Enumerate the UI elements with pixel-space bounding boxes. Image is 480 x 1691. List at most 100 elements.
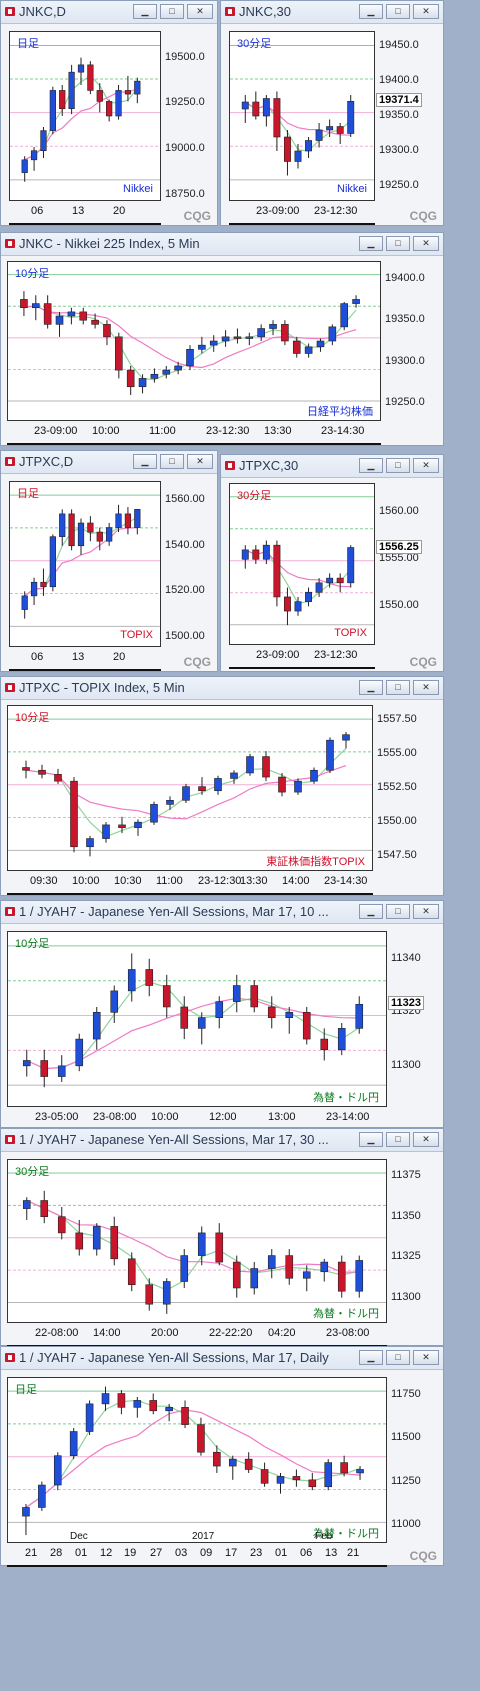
minimize-icon: ▁ [367, 460, 375, 470]
candle-body [304, 346, 313, 354]
chart-window-jnkc-d[interactable]: JNKC,D ▁ □ ✕ 日足 Nikkei 19500.0 19250.0 19000.0 18… [0, 0, 218, 226]
candle [356, 1466, 364, 1480]
candle-body [241, 101, 249, 110]
x-tick-label: 04:20 [268, 1327, 296, 1339]
candle-body [302, 1012, 311, 1040]
close-button[interactable]: ✕ [187, 4, 213, 19]
candle-body [70, 780, 78, 848]
chart-window-jyah7-30[interactable]: 1 / JYAH7 - Japanese Yen-All Sessions, M… [0, 1128, 444, 1347]
chart-plot-area[interactable] [7, 931, 387, 1107]
chart-window-jnkc-30[interactable]: JNKC,30 ▁ □ ✕ 30分足 Nikkei 19450.0 19400.0 19350.… [220, 0, 444, 226]
close-button[interactable]: ✕ [413, 458, 439, 473]
maximize-button[interactable]: □ [386, 4, 410, 19]
candle [294, 596, 302, 616]
minimize-button[interactable]: ▁ [359, 904, 383, 919]
candle-body [233, 336, 242, 339]
chart-window-jnkc-5[interactable]: JNKC - Nikkei 225 Index, 5 Min ▁ □ ✕ 10分足 日経平… [0, 232, 444, 446]
close-button[interactable]: ✕ [187, 454, 213, 469]
close-icon: ✕ [422, 906, 430, 916]
chart-plot-area[interactable] [7, 261, 381, 421]
window-titlebar[interactable]: JTPXC - TOPIX Index, 5 Min ▁ □ ✕ [1, 677, 443, 700]
maximize-button[interactable]: □ [386, 904, 410, 919]
candle-body [197, 1424, 205, 1453]
candle-body [57, 1065, 66, 1077]
maximize-button[interactable]: □ [160, 4, 184, 19]
window-titlebar[interactable]: JNKC,30 ▁ □ ✕ [221, 1, 443, 24]
y-tick-label: 1560.00 [379, 505, 419, 518]
chart-plot-area[interactable] [229, 31, 375, 201]
candle-body [336, 126, 344, 134]
chart-plot-area[interactable] [229, 483, 375, 645]
candle-body [21, 159, 28, 173]
minimize-button[interactable]: ▁ [359, 1350, 383, 1365]
x-tick-label: 14:00 [282, 875, 310, 887]
window-titlebar[interactable]: JNKC,D ▁ □ ✕ [1, 1, 217, 24]
candle-body [117, 1393, 126, 1408]
chart-plot-area[interactable] [7, 1377, 387, 1543]
chart-window-jyah7-10[interactable]: 1 / JYAH7 - Japanese Yen-All Sessions, M… [0, 900, 444, 1131]
close-button[interactable]: ✕ [413, 236, 439, 251]
minimize-button[interactable]: ▁ [359, 458, 383, 473]
candle [134, 819, 142, 836]
chart-window-jtpxc-5[interactable]: JTPXC - TOPIX Index, 5 Min ▁ □ ✕ 10分足 東証株価指数T… [0, 676, 444, 896]
candle-body [110, 1226, 119, 1260]
window-titlebar[interactable]: 1 / JYAH7 - Japanese Yen-All Sessions, M… [1, 901, 443, 924]
window-titlebar[interactable]: JNKC - Nikkei 225 Index, 5 Min ▁ □ ✕ [1, 233, 443, 256]
candle [21, 156, 28, 182]
minimize-button[interactable]: ▁ [133, 454, 157, 469]
maximize-button[interactable]: □ [386, 458, 410, 473]
close-button[interactable]: ✕ [413, 680, 439, 695]
close-button[interactable]: ✕ [413, 4, 439, 19]
window-titlebar[interactable]: 1 / JYAH7 - Japanese Yen-All Sessions, M… [1, 1129, 443, 1152]
chart-plot-area[interactable] [9, 481, 161, 647]
close-button[interactable]: ✕ [413, 1132, 439, 1147]
x-tick-label: 23-12:30 [314, 649, 358, 661]
source-label: Nikkei [123, 183, 153, 195]
candle [209, 335, 218, 352]
candle-body [101, 1393, 110, 1405]
candle [22, 760, 30, 779]
chart-window-jtpxc-30[interactable]: JTPXC,30 ▁ □ ✕ 30分足 TOPIX 1560.00 1555.00 1550.0… [220, 454, 444, 672]
minimize-button[interactable]: ▁ [359, 4, 383, 19]
chart-plot-area[interactable] [7, 1159, 387, 1323]
candle-body [230, 772, 238, 779]
close-button[interactable]: ✕ [413, 1350, 439, 1365]
candle-body [92, 1226, 101, 1250]
maximize-button[interactable]: □ [386, 1350, 410, 1365]
candle-body [77, 64, 85, 73]
maximize-button[interactable]: □ [160, 454, 184, 469]
minimize-button[interactable]: ▁ [133, 4, 157, 19]
window-titlebar[interactable]: JTPXC,D ▁ □ ✕ [1, 451, 217, 474]
chart-plot-area[interactable] [9, 31, 161, 201]
cqg-app-icon [5, 1353, 15, 1362]
candle [355, 996, 364, 1034]
chart-window-jyah7-d[interactable]: 1 / JYAH7 - Japanese Yen-All Sessions, M… [0, 1346, 444, 1567]
candle-body [134, 80, 141, 95]
candle-body [92, 1012, 101, 1040]
candle [68, 64, 75, 115]
x-tick-label: 10:30 [114, 875, 142, 887]
candle-body [276, 1476, 285, 1484]
candle [126, 365, 135, 396]
candle-body [106, 527, 113, 542]
close-button[interactable]: ✕ [413, 904, 439, 919]
maximize-button[interactable]: □ [386, 236, 410, 251]
candle-body [355, 1260, 364, 1292]
candle [262, 95, 270, 127]
window-titlebar[interactable]: 1 / JYAH7 - Japanese Yen-All Sessions, M… [1, 1347, 443, 1370]
minimize-button[interactable]: ▁ [359, 236, 383, 251]
window-titlebar[interactable]: JTPXC,30 ▁ □ ✕ [221, 455, 443, 478]
minimize-button[interactable]: ▁ [359, 680, 383, 695]
chart-plot-area[interactable] [7, 705, 373, 871]
candle-body [250, 1268, 259, 1289]
candle [305, 137, 313, 158]
candle-body [133, 1400, 142, 1408]
candle [115, 332, 123, 379]
maximize-button[interactable]: □ [386, 1132, 410, 1147]
minimize-button[interactable]: ▁ [359, 1132, 383, 1147]
minimize-icon: ▁ [367, 6, 375, 16]
maximize-button[interactable]: □ [386, 680, 410, 695]
chart-window-jtpxc-d[interactable]: JTPXC,D ▁ □ ✕ 日足 TOPIX 1560.00 1540.00 1520.00 15… [0, 450, 218, 672]
candle-body [250, 985, 259, 1008]
candle-body [55, 315, 64, 325]
